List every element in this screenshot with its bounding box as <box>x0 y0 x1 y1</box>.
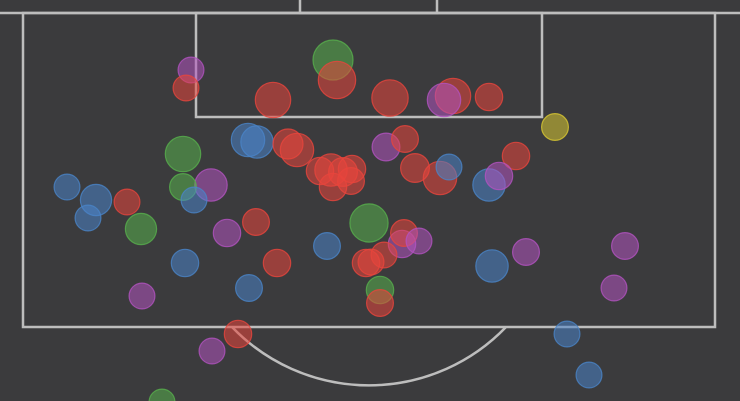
shot-point-red <box>172 74 200 102</box>
shot-point-red <box>400 153 431 184</box>
shot-point-purple <box>405 227 433 255</box>
shot-point-blue <box>180 186 208 214</box>
shot-point-blue <box>74 204 102 232</box>
shot-point-red <box>366 289 395 318</box>
shot-point-red <box>223 319 253 349</box>
shot-point-blue <box>240 125 274 159</box>
shot-point-purple <box>511 238 540 267</box>
shot-point-red <box>357 248 385 276</box>
shot-point-red <box>113 188 141 216</box>
shot-point-red <box>501 141 531 171</box>
shot-point-red <box>242 208 271 237</box>
shot-point-purple <box>610 232 639 261</box>
shot-point-purple <box>426 82 462 118</box>
shot-point-blue <box>553 320 581 348</box>
shot-point-blue <box>170 248 200 278</box>
shot-point-red <box>317 60 357 100</box>
shot-point-purple <box>198 337 226 365</box>
shot-point-green <box>124 212 158 246</box>
shots-layer <box>53 39 639 401</box>
shot-point-yellow <box>540 112 569 141</box>
shot-point-green <box>164 135 202 173</box>
shot-point-purple <box>484 161 514 191</box>
shot-point-blue <box>475 249 509 283</box>
shot-point-purple <box>600 274 628 302</box>
shot-point-purple <box>212 218 242 248</box>
shot-point-red <box>262 248 292 278</box>
shot-point-green <box>148 388 176 401</box>
shot-point-red <box>254 81 292 119</box>
shot-point-blue <box>435 153 463 181</box>
shot-point-red <box>371 79 409 117</box>
shot-point-blue <box>235 274 264 303</box>
shot-point-red <box>391 124 420 153</box>
shot-point-red <box>337 167 366 196</box>
shot-point-green <box>349 203 389 243</box>
shot-point-red <box>474 82 504 112</box>
shot-point-red <box>272 128 304 160</box>
penalty-arc <box>231 326 507 387</box>
shot-point-blue <box>53 173 81 201</box>
shot-point-blue <box>575 361 603 389</box>
shot-point-blue <box>313 232 342 261</box>
shot-point-purple <box>128 282 156 310</box>
